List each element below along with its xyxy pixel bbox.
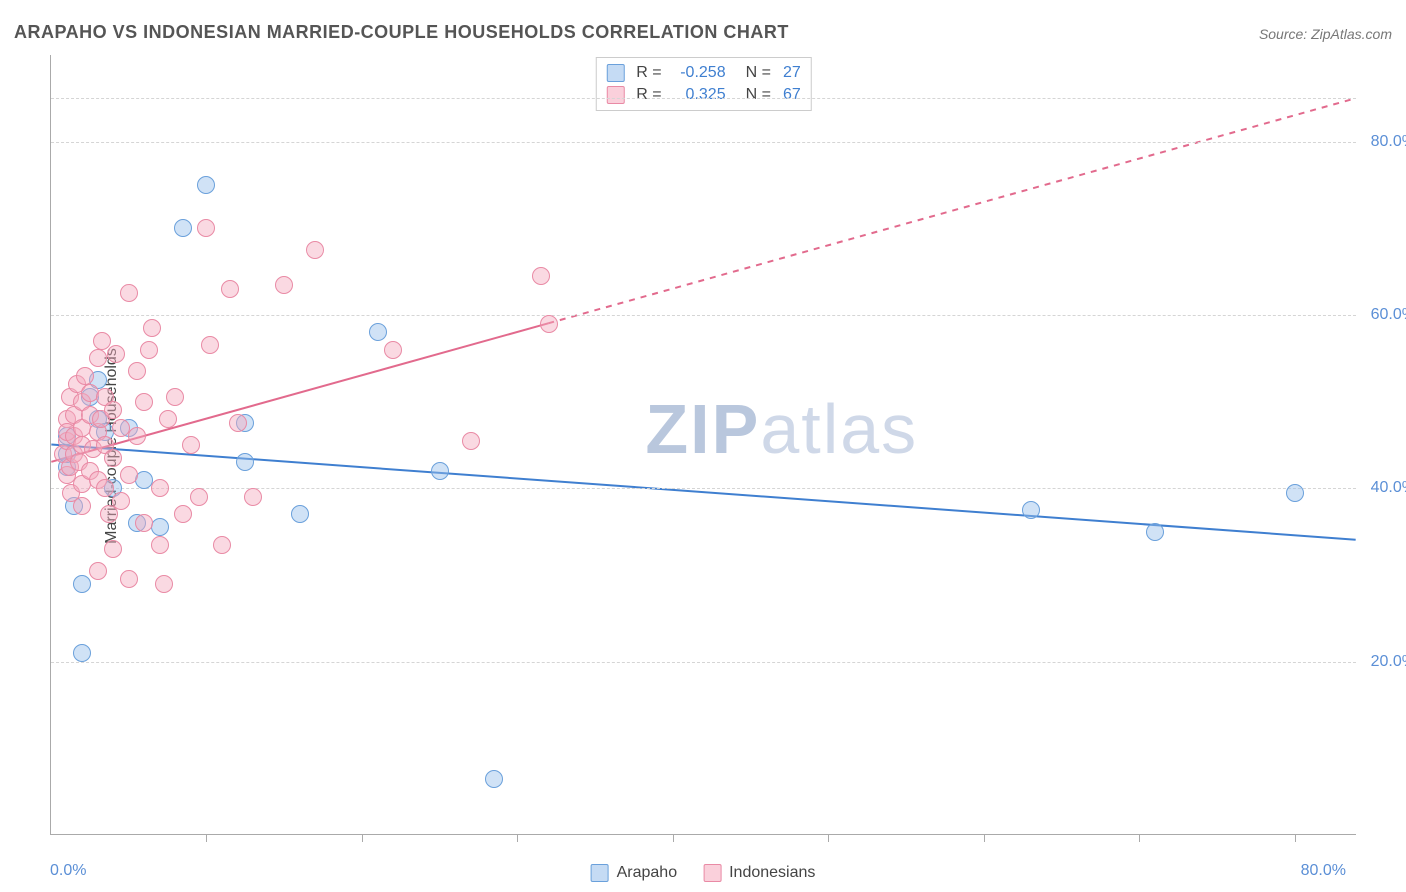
data-point [174, 505, 192, 523]
data-point [96, 479, 114, 497]
n-value-arapaho: 27 [783, 64, 801, 82]
data-point [306, 241, 324, 259]
source-label: Source: ZipAtlas.com [1259, 26, 1392, 42]
legend-label-arapaho: Arapaho [617, 864, 678, 882]
data-point [201, 336, 219, 354]
data-point [221, 280, 239, 298]
x-tick [984, 834, 985, 842]
data-point [73, 644, 91, 662]
r-label: R = [636, 64, 661, 82]
data-point [89, 349, 107, 367]
x-axis-max-label: 80.0% [1301, 862, 1346, 880]
y-tick-label: 20.0% [1371, 653, 1406, 671]
data-point [128, 427, 146, 445]
data-point [120, 284, 138, 302]
data-point [104, 540, 122, 558]
data-point [244, 488, 262, 506]
legend-row-arapaho: R = -0.258 N = 27 [606, 62, 800, 84]
legend-label-indonesians: Indonesians [729, 864, 815, 882]
legend-row-indonesians: R = 0.325 N = 67 [606, 84, 800, 106]
data-point [128, 362, 146, 380]
data-point [532, 267, 550, 285]
swatch-arapaho [606, 64, 624, 82]
legend-item-arapaho: Arapaho [591, 864, 678, 882]
data-point [182, 436, 200, 454]
data-point [197, 219, 215, 237]
data-point [291, 505, 309, 523]
data-point [76, 367, 94, 385]
data-point [143, 319, 161, 337]
n-label: N = [746, 86, 771, 104]
plot-area: ZIPatlas R = -0.258 N = 27 R = 0.325 N =… [50, 55, 1356, 835]
gridline [51, 142, 1356, 143]
y-tick-label: 60.0% [1371, 306, 1406, 324]
watermark-bold: ZIP [645, 390, 760, 468]
data-point [104, 449, 122, 467]
x-tick [517, 834, 518, 842]
data-point [89, 562, 107, 580]
data-point [174, 219, 192, 237]
data-point [229, 414, 247, 432]
y-tick-label: 40.0% [1371, 479, 1406, 497]
chart-container: ARAPAHO VS INDONESIAN MARRIED-COUPLE HOU… [0, 0, 1406, 892]
data-point [1286, 484, 1304, 502]
y-tick-label: 80.0% [1371, 133, 1406, 151]
r-value-indonesians: 0.325 [670, 86, 726, 104]
swatch-indonesians [606, 86, 624, 104]
x-tick [362, 834, 363, 842]
data-point [275, 276, 293, 294]
watermark-rest: atlas [760, 390, 918, 468]
data-point [151, 518, 169, 536]
swatch-indonesians [703, 864, 721, 882]
data-point [155, 575, 173, 593]
data-point [120, 466, 138, 484]
data-point [485, 770, 503, 788]
correlation-legend: R = -0.258 N = 27 R = 0.325 N = 67 [595, 57, 811, 111]
data-point [369, 323, 387, 341]
data-point [431, 462, 449, 480]
x-tick [828, 834, 829, 842]
legend-item-indonesians: Indonesians [703, 864, 815, 882]
data-point [135, 514, 153, 532]
r-value-arapaho: -0.258 [670, 64, 726, 82]
data-point [1022, 501, 1040, 519]
x-tick [673, 834, 674, 842]
data-point [384, 341, 402, 359]
x-tick [1139, 834, 1140, 842]
n-value-indonesians: 67 [783, 86, 801, 104]
data-point [190, 488, 208, 506]
swatch-arapaho [591, 864, 609, 882]
data-point [151, 479, 169, 497]
x-tick [206, 834, 207, 842]
data-point [73, 497, 91, 515]
data-point [166, 388, 184, 406]
data-point [120, 570, 138, 588]
n-label: N = [746, 64, 771, 82]
data-point [197, 176, 215, 194]
data-point [104, 401, 122, 419]
data-point [236, 453, 254, 471]
gridline [51, 98, 1356, 99]
r-label: R = [636, 86, 661, 104]
watermark: ZIPatlas [645, 389, 918, 469]
data-point [462, 432, 480, 450]
gridline [51, 315, 1356, 316]
data-point [151, 536, 169, 554]
data-point [135, 393, 153, 411]
data-point [540, 315, 558, 333]
data-point [73, 575, 91, 593]
data-point [112, 492, 130, 510]
gridline [51, 662, 1356, 663]
x-tick [1295, 834, 1296, 842]
chart-title: ARAPAHO VS INDONESIAN MARRIED-COUPLE HOU… [14, 22, 789, 43]
data-point [159, 410, 177, 428]
data-point [107, 345, 125, 363]
x-axis-min-label: 0.0% [50, 862, 86, 880]
data-point [213, 536, 231, 554]
series-legend: Arapaho Indonesians [591, 864, 816, 882]
data-point [140, 341, 158, 359]
data-point [1146, 523, 1164, 541]
